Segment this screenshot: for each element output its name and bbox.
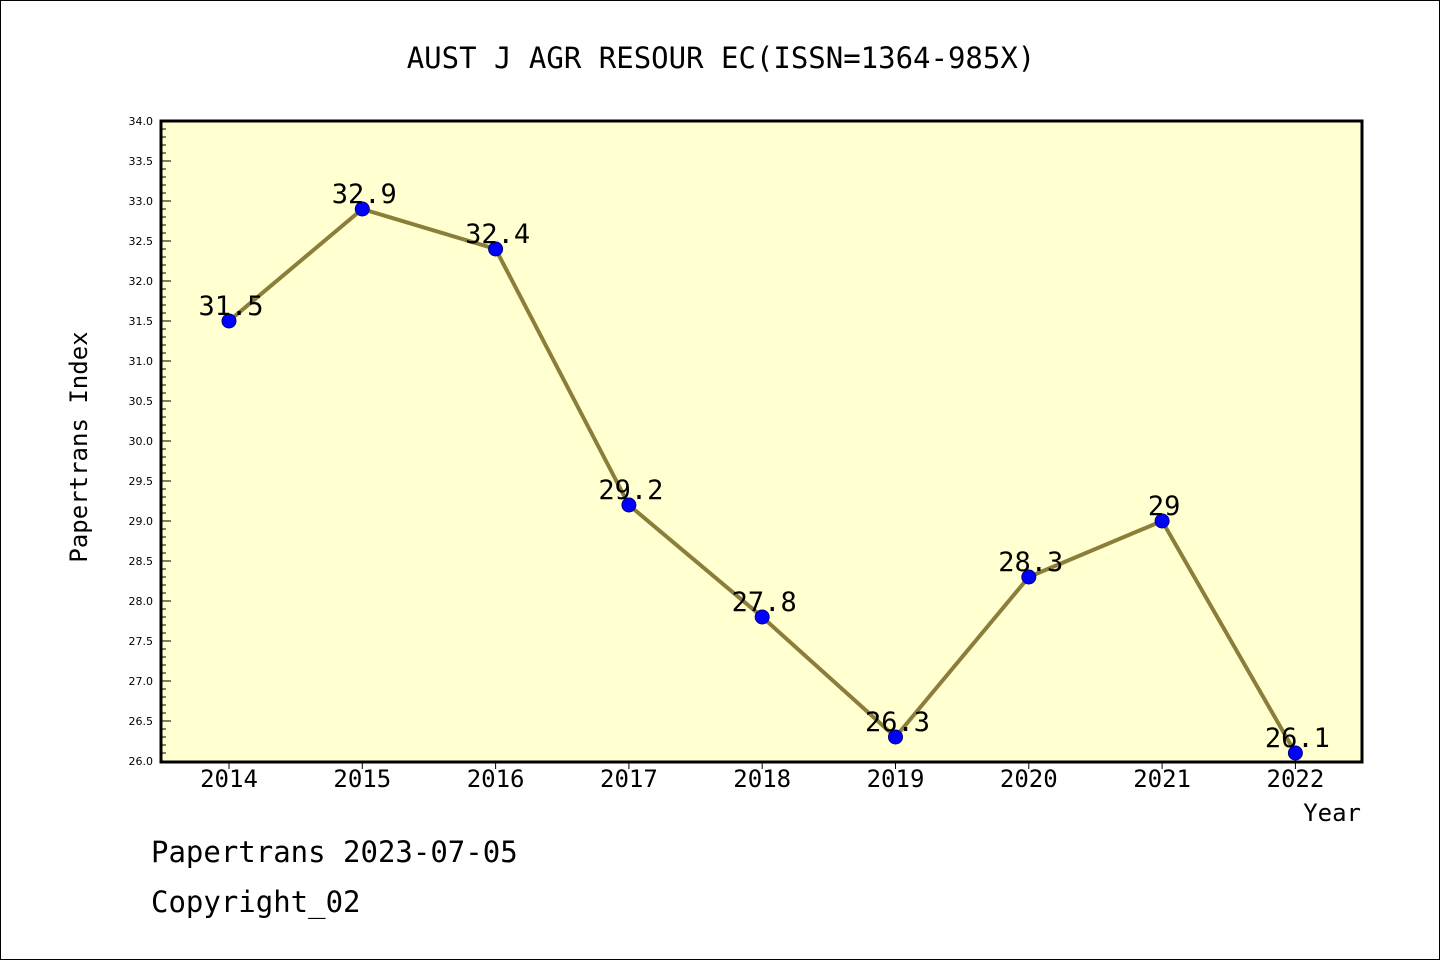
data-label: 28.3 (998, 547, 1063, 578)
data-point (221, 313, 237, 329)
x-axis-label: Year (1303, 799, 1361, 827)
data-point (1021, 569, 1037, 585)
y-tick-label: 29.5 (129, 475, 154, 488)
y-tick-label: 28.5 (129, 555, 154, 568)
data-point (488, 241, 504, 257)
x-tick-label: 2021 (1133, 765, 1191, 793)
y-tick-label: 33.0 (129, 195, 154, 208)
data-point (621, 497, 637, 513)
data-label: 29 (1148, 491, 1181, 522)
x-tick-label: 2019 (867, 765, 925, 793)
data-label: 31.5 (198, 291, 263, 322)
x-axis: 2014 2015 2016 2017 2018 2019 2020 2021 2022 (200, 761, 1324, 793)
data-label: 26.1 (1265, 723, 1330, 754)
data-label: 29.2 (598, 475, 663, 506)
data-label: 32.9 (332, 179, 397, 210)
y-tick-label: 30.0 (129, 435, 154, 448)
x-tick-label: 2022 (1267, 765, 1325, 793)
y-axis-label: Papertrans Index (65, 331, 93, 562)
data-markers (221, 201, 1303, 761)
plot-area (159, 119, 1364, 764)
data-label: 26.3 (865, 707, 930, 738)
y-tick-label: 32.0 (129, 275, 154, 288)
x-tick-label: 2017 (600, 765, 658, 793)
data-label: 27.8 (732, 587, 797, 618)
y-tick-label: 34.0 (129, 115, 154, 128)
data-point (888, 729, 903, 745)
y-tick-label: 28.0 (129, 595, 154, 608)
data-labels: 31.5 32.9 32.4 29.2 27.8 26.3 28.3 29 26.1 (198, 179, 1329, 754)
y-tick-label: 31.5 (129, 315, 154, 328)
footer-copyright-text: Copyright_02 (151, 885, 361, 919)
data-point (1154, 513, 1170, 529)
x-tick-label: 2020 (1000, 765, 1058, 793)
x-tick-label: 2018 (733, 765, 791, 793)
footer-date-text: Papertrans 2023-07-05 (151, 835, 518, 869)
y-tick-label: 26.0 (129, 755, 154, 768)
x-tick-label: 2016 (467, 765, 525, 793)
y-tick-label: 33.5 (129, 155, 154, 168)
chart-title: AUST J AGR RESOUR EC(ISSN=1364-985X) (407, 41, 1036, 75)
y-tick-label: 27.5 (129, 635, 154, 648)
y-tick-label: 32.5 (129, 235, 154, 248)
data-point (354, 201, 370, 217)
y-tick-label: 30.5 (129, 395, 154, 408)
y-tick-label: 26.5 (129, 715, 154, 728)
y-axis: 26.0 26.5 27.0 27.5 28.0 28.5 29.0 29.5 30.0 30.5… (129, 115, 171, 768)
x-tick-label: 2015 (333, 765, 391, 793)
data-point (754, 609, 770, 625)
y-tick-label: 31.0 (129, 355, 154, 368)
y-tick-label: 27.0 (129, 675, 154, 688)
data-label: 32.4 (465, 219, 530, 250)
x-tick-label: 2014 (200, 765, 258, 793)
data-point (1287, 745, 1303, 761)
y-tick-label: 29.0 (129, 515, 154, 528)
